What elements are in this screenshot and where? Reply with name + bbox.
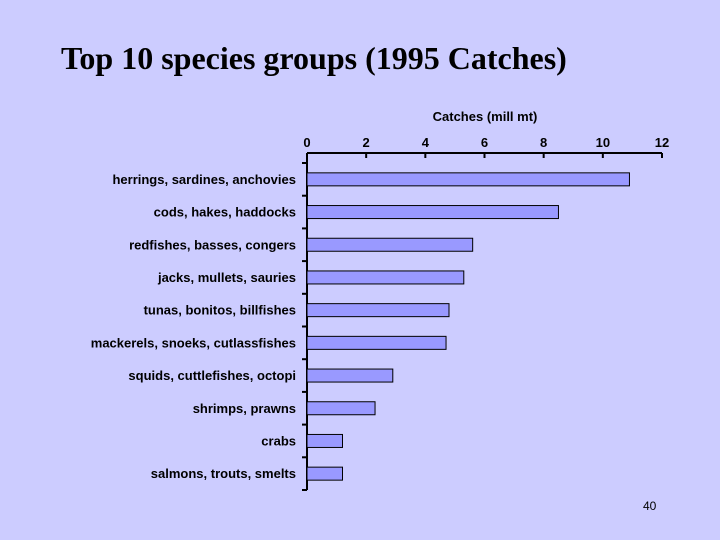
- x-tick-label: 12: [655, 135, 669, 150]
- bar: [306, 466, 343, 481]
- category-label: redfishes, basses, congers: [129, 237, 296, 252]
- x-tick-label: 10: [596, 135, 610, 150]
- category-label: cods, hakes, haddocks: [154, 205, 296, 220]
- category-label: mackerels, snoeks, cutlassfishes: [91, 335, 296, 350]
- x-tick-label: 0: [303, 135, 310, 150]
- chart-title: Catches (mill mt): [433, 109, 538, 124]
- page-number: 40: [643, 499, 657, 513]
- category-label: salmons, trouts, smelts: [151, 466, 296, 481]
- slide-title: Top 10 species groups (1995 Catches): [61, 40, 567, 76]
- category-label: shrimps, prawns: [193, 401, 296, 416]
- bar: [306, 172, 630, 187]
- bar: [306, 270, 465, 285]
- x-tick-label: 6: [481, 135, 488, 150]
- category-label: jacks, mullets, sauries: [157, 270, 296, 285]
- category-label: herrings, sardines, anchovies: [112, 172, 296, 187]
- bar: [306, 433, 343, 448]
- category-label: squids, cuttlefishes, octopi: [128, 368, 296, 383]
- category-label: tunas, bonitos, billfishes: [144, 303, 296, 318]
- bar: [306, 303, 450, 318]
- bar: [306, 335, 447, 350]
- category-labels: herrings, sardines, anchovies cods, hakes…: [91, 172, 296, 481]
- x-tick-label: 8: [540, 135, 547, 150]
- x-tick-label: 4: [422, 135, 430, 150]
- bar: [306, 205, 559, 220]
- category-label: crabs: [261, 433, 296, 448]
- bar: [306, 401, 376, 416]
- bar: [306, 237, 474, 252]
- bar: [306, 368, 394, 383]
- x-tick-label: 2: [363, 135, 370, 150]
- bars: [306, 172, 630, 481]
